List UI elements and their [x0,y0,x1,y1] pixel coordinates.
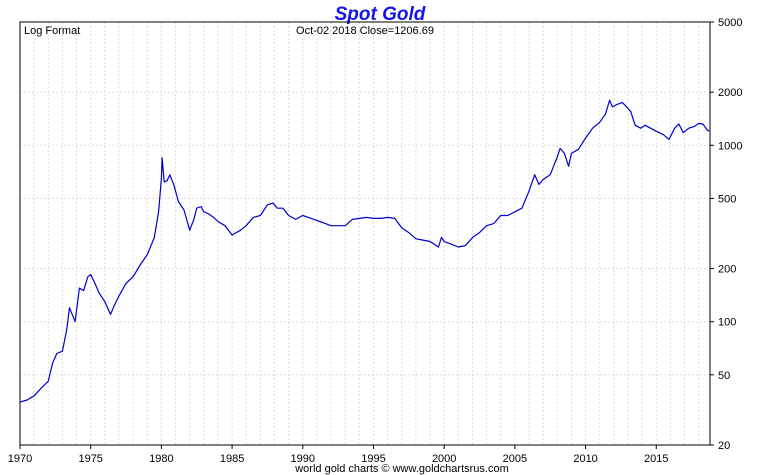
x-tick-label: 1995 [361,453,385,465]
x-tick-label: 1985 [220,453,244,465]
scale-label: Log Format [24,25,80,37]
x-tick-label: 2010 [573,453,597,465]
y-tick-label: 5000 [718,17,742,29]
y-tick-label: 2000 [718,87,742,99]
x-tick-label: 1990 [291,453,315,465]
grid-lines [19,21,710,446]
y-tick-label: 200 [718,264,736,276]
x-tick-label: 2005 [503,453,527,465]
y-tick-label: 100 [718,317,736,329]
footer-credit: world gold charts © www.goldchartsrus.co… [294,463,509,475]
series-layer [19,99,710,403]
y-tick-label: 50 [718,370,730,382]
chart-title: Spot Gold [335,4,426,25]
x-axis: 1970 1975 1980 1985 1990 1995 2000 2005 2010 2015 [8,445,669,465]
x-tick-label: 1975 [78,453,102,465]
x-tick-label: 2015 [644,453,668,465]
y-tick-label: 1000 [718,140,742,152]
x-tick-label: 2000 [432,453,456,465]
x-tick-label: 1970 [8,453,32,465]
y-tick-label: 20 [718,440,730,452]
status-text: Oct-02 2018 Close=1206.69 [296,25,434,37]
y-tick-label: 500 [718,193,736,205]
x-tick-label: 1980 [149,453,173,465]
plot-frame [19,21,711,446]
y-axis: 20 50 100 200 500 1000 2000 5000 [710,17,742,452]
price-series-line [19,99,710,403]
